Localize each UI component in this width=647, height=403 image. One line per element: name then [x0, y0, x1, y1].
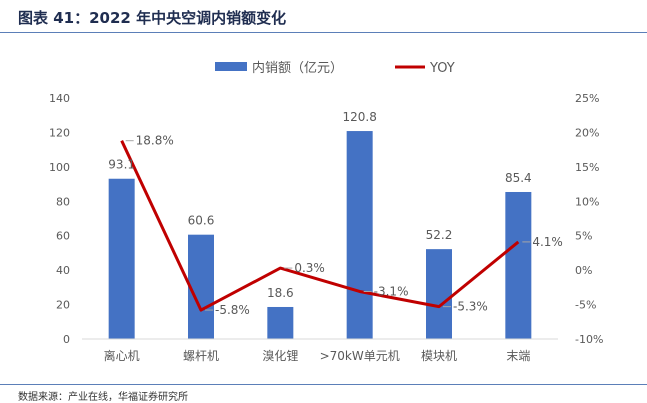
x-tick-label: 螺杆机: [183, 349, 219, 363]
y-left-tick-label: 120: [49, 126, 70, 139]
yoy-line: [120, 140, 520, 312]
y-axis-left: 0 20 40 60 80 100 120 140: [49, 92, 70, 346]
x-tick-label: 末端: [506, 349, 530, 363]
y-left-tick-label: 80: [56, 195, 70, 208]
y-left-tick-label: 40: [56, 264, 70, 277]
y-left-tick-label: 100: [49, 161, 70, 174]
y-left-tick-label: 20: [56, 299, 70, 312]
bar-value-label: 85.4: [505, 171, 532, 185]
source-note: 数据来源：产业在线，华福证券研究所: [18, 392, 188, 403]
y-right-tick-label: 5%: [575, 230, 592, 243]
line-value-label: 4.1%: [532, 235, 563, 249]
y-axis-right: -10% -5% 0% 5% 10% 15% 20% 25%: [575, 92, 603, 346]
y-left-tick-label: 140: [49, 92, 70, 105]
y-left-tick-label: 0: [63, 333, 70, 346]
legend-line-label: YOY: [429, 61, 455, 76]
bar-value-label: 60.6: [188, 214, 215, 228]
bar-series: [108, 131, 532, 339]
line-value-label: 18.8%: [136, 134, 174, 148]
x-tick-label: 离心机: [104, 348, 140, 363]
bar: [426, 249, 452, 339]
legend-bar-swatch: [215, 62, 247, 71]
x-tick-label: 模块机: [421, 349, 457, 363]
x-tick-label: >70kW单元机: [320, 349, 400, 363]
line-data-labels: 18.8% -5.8% 0.3% -3.1% -5.3% 4.1%: [125, 134, 563, 317]
bar: [267, 306, 294, 339]
bar: [505, 191, 532, 339]
line-value-label: -5.3%: [453, 300, 488, 314]
y-right-tick-label: 0%: [575, 264, 592, 277]
legend-bar-label: 内销额（亿元）: [252, 60, 343, 76]
x-tick-label: 溴化锂: [262, 348, 298, 363]
y-right-tick-label: -5%: [575, 299, 596, 312]
chart-title: 图表 41：2022 年中央空调内销额变化: [18, 9, 287, 27]
bar-data-labels: 93.1 60.6 18.6 120.8 52.2 85.4: [108, 110, 531, 300]
bar-value-label: 18.6: [267, 286, 294, 300]
line-value-label: -3.1%: [374, 284, 409, 298]
x-axis: 离心机 螺杆机 溴化锂 >70kW单元机 模块机 末端: [104, 348, 531, 363]
bar-value-label: 93.1: [108, 158, 135, 172]
legend: 内销额（亿元） YOY: [215, 60, 455, 76]
bar: [188, 234, 214, 339]
y-left-tick-label: 60: [56, 230, 70, 243]
y-right-tick-label: 20%: [575, 126, 599, 139]
line-value-label: 0.3%: [294, 261, 325, 275]
y-right-tick-label: -10%: [575, 333, 603, 346]
line-value-label: -5.8%: [215, 303, 250, 317]
bar-value-label: 52.2: [426, 228, 453, 242]
bar: [346, 131, 373, 339]
footer-rule: [0, 384, 647, 385]
y-right-tick-label: 10%: [575, 195, 599, 208]
y-right-tick-label: 15%: [575, 161, 599, 174]
yoy-line-series: [120, 140, 520, 312]
bar-value-label: 120.8: [342, 110, 376, 124]
title-bar: 图表 41：2022 年中央空调内销额变化: [0, 0, 647, 33]
bar: [108, 178, 135, 339]
y-right-tick-label: 25%: [575, 92, 599, 105]
